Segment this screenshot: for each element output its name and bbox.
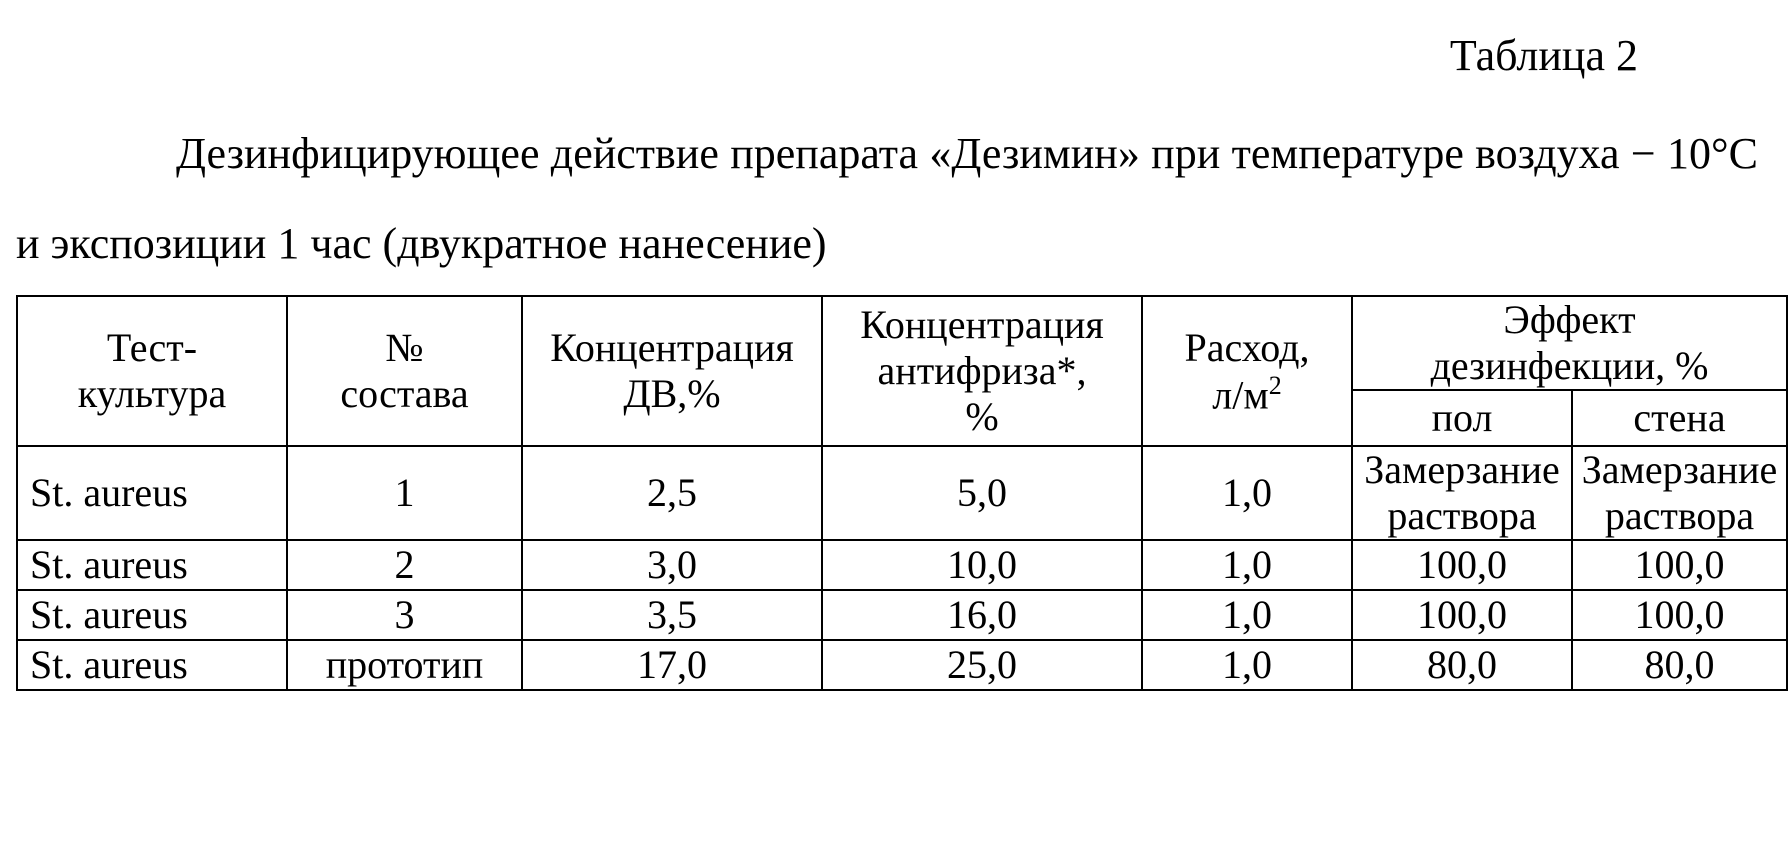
cell-antifreeze: 10,0 [822,540,1142,590]
table-row: St. aureus прототип 17,0 25,0 1,0 80,0 8… [17,640,1787,690]
cell-antifreeze: 25,0 [822,640,1142,690]
cell-sostav: 1 [287,446,522,540]
cell-pol: Замерзаниераствора [1352,446,1572,540]
col-test-culture: Тест-культура [17,296,287,446]
cell-pol: 100,0 [1352,540,1572,590]
cell-dv: 3,0 [522,540,822,590]
col-effect-wall: стена [1572,390,1787,446]
table-row: St. aureus 1 2,5 5,0 1,0 Замерзаниераств… [17,446,1787,540]
cell-pol: 100,0 [1352,590,1572,640]
caption-text: Дезинфицирующее действие препарата «Дези… [16,129,1758,268]
cell-rate: 1,0 [1142,540,1352,590]
col-rate: Расход,л/м2 [1142,296,1352,446]
cell-dv: 3,5 [522,590,822,640]
table-head: Тест-культура №состава КонцентрацияДВ,% … [17,296,1787,446]
cell-culture: St. aureus [17,590,287,640]
col-effect-floor: пол [1352,390,1572,446]
cell-stena: 100,0 [1572,540,1787,590]
cell-sostav: 2 [287,540,522,590]
cell-rate: 1,0 [1142,640,1352,690]
cell-antifreeze: 5,0 [822,446,1142,540]
cell-sostav: 3 [287,590,522,640]
cell-stena: 100,0 [1572,590,1787,640]
cell-sostav: прототип [287,640,522,690]
table-caption: Дезинфицирующее действие препарата «Дези… [10,109,1778,289]
cell-rate: 1,0 [1142,590,1352,640]
table-row: St. aureus 3 3,5 16,0 1,0 100,0 100,0 [17,590,1787,640]
table-number: Таблица 2 [10,30,1778,81]
col-effect-group: Эффектдезинфекции, % [1352,296,1787,390]
col-dv: КонцентрацияДВ,% [522,296,822,446]
cell-stena: Замерзаниераствора [1572,446,1787,540]
data-table: Тест-культура №состава КонцентрацияДВ,% … [16,295,1788,691]
cell-rate: 1,0 [1142,446,1352,540]
cell-dv: 2,5 [522,446,822,540]
col-sostav: №состава [287,296,522,446]
col-antifreeze: Концентрацияантифриза*,% [822,296,1142,446]
table-row: St. aureus 2 3,0 10,0 1,0 100,0 100,0 [17,540,1787,590]
cell-antifreeze: 16,0 [822,590,1142,640]
table-body: St. aureus 1 2,5 5,0 1,0 Замерзаниераств… [17,446,1787,690]
cell-culture: St. aureus [17,446,287,540]
cell-stena: 80,0 [1572,640,1787,690]
cell-culture: St. aureus [17,540,287,590]
cell-pol: 80,0 [1352,640,1572,690]
cell-dv: 17,0 [522,640,822,690]
document-page: Таблица 2 Дезинфицирующее действие препа… [0,0,1788,861]
cell-culture: St. aureus [17,640,287,690]
